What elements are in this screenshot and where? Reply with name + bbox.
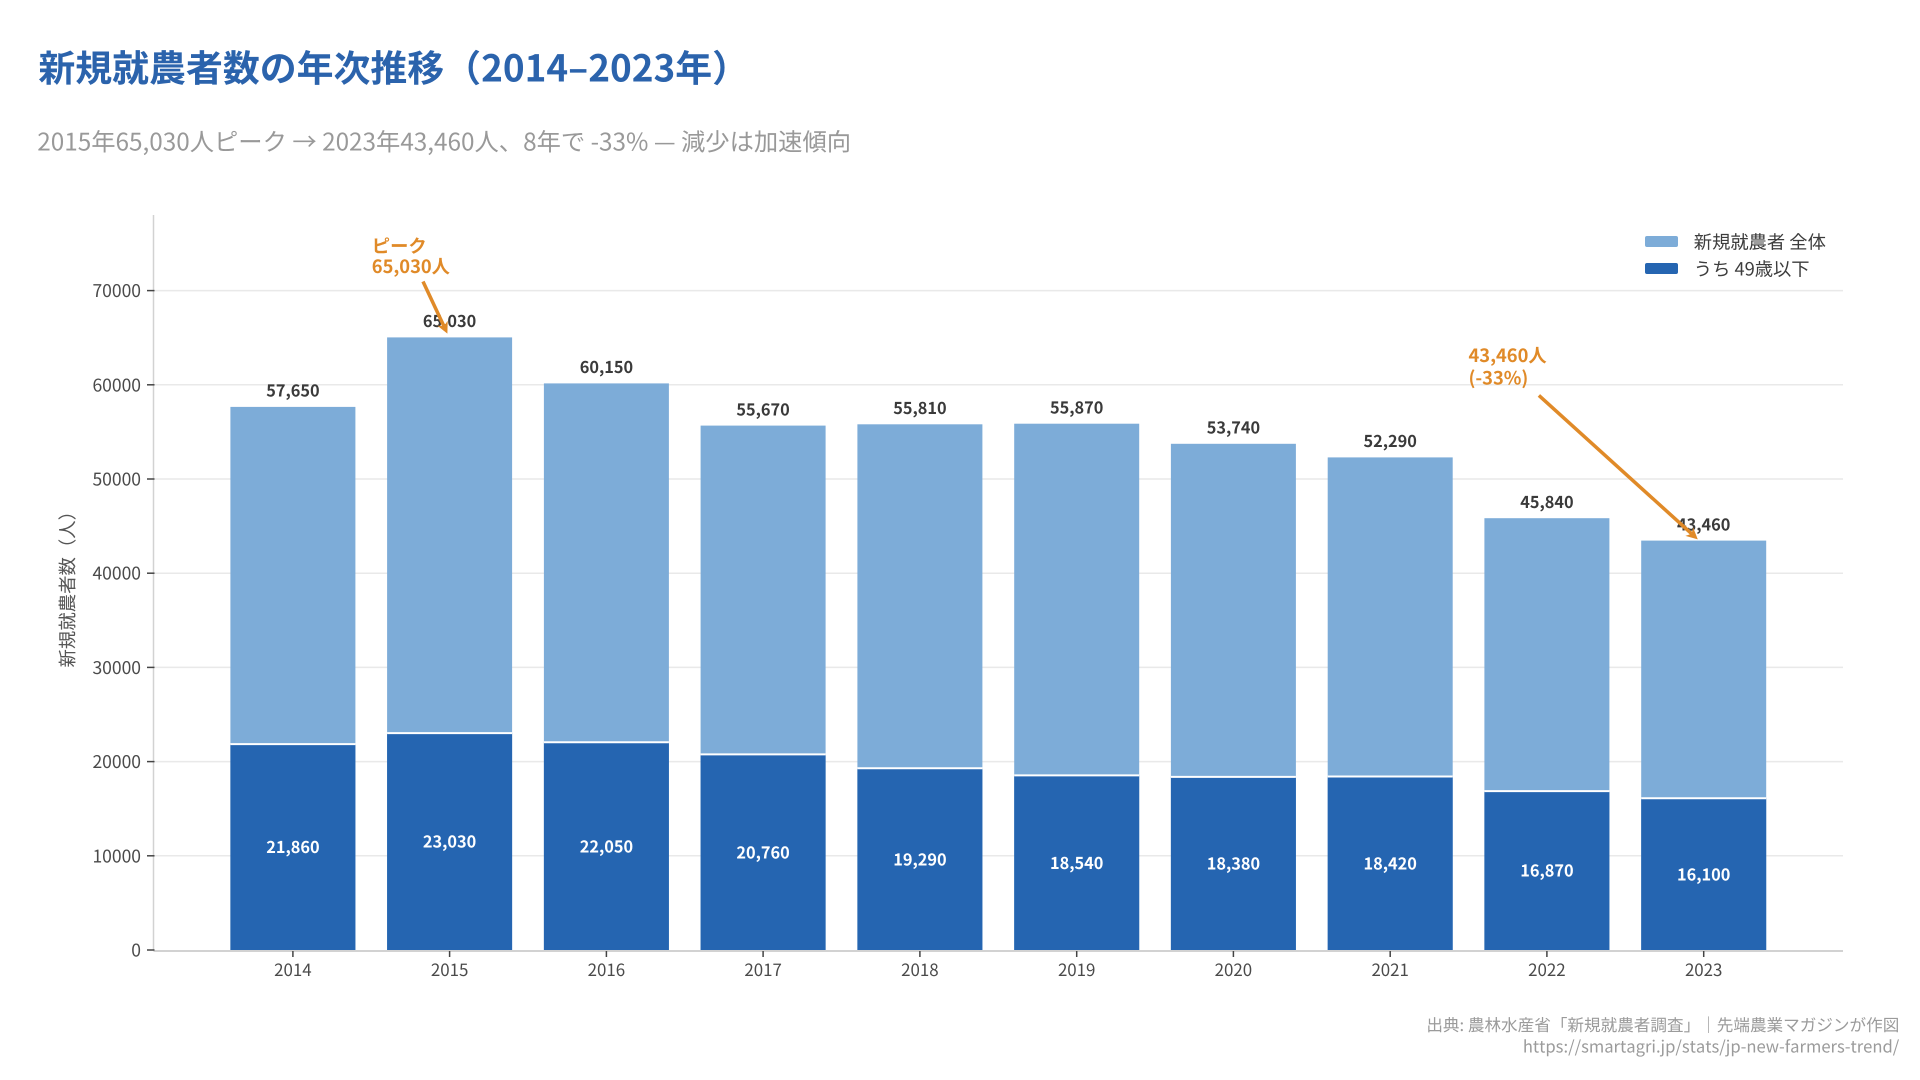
svg-text:2019: 2019 bbox=[1058, 956, 1096, 981]
svg-text:2016: 2016 bbox=[588, 956, 626, 981]
svg-text:52,290: 52,290 bbox=[1364, 428, 1417, 452]
svg-text:43,460人: 43,460人 bbox=[1469, 342, 1547, 368]
svg-text:2023: 2023 bbox=[1685, 956, 1723, 981]
svg-text:出典: 農林水産省「新規就農者調査」｜先端農業マガジンが作図: 出典: 農林水産省「新規就農者調査」｜先端農業マガジンが作図 bbox=[1426, 1012, 1899, 1036]
svg-text:2021: 2021 bbox=[1371, 956, 1409, 981]
svg-text:0: 0 bbox=[131, 938, 141, 963]
svg-text:30000: 30000 bbox=[92, 655, 141, 680]
svg-text:10000: 10000 bbox=[92, 843, 141, 868]
svg-text:2017: 2017 bbox=[744, 956, 782, 981]
svg-text:57,650: 57,650 bbox=[266, 378, 319, 402]
svg-text:53,740: 53,740 bbox=[1207, 415, 1260, 439]
svg-text:ピーク: ピーク bbox=[372, 233, 427, 259]
svg-text:43,460: 43,460 bbox=[1677, 511, 1730, 535]
svg-text:2014: 2014 bbox=[274, 956, 312, 981]
svg-text:55,870: 55,870 bbox=[1050, 395, 1103, 419]
svg-text:40000: 40000 bbox=[92, 561, 141, 586]
svg-text:60000: 60000 bbox=[92, 372, 141, 397]
svg-text:新規就農者 全体: 新規就農者 全体 bbox=[1694, 229, 1826, 255]
svg-text:2015: 2015 bbox=[431, 956, 469, 981]
svg-text:18,420: 18,420 bbox=[1364, 850, 1417, 874]
svg-text:50000: 50000 bbox=[92, 467, 141, 492]
svg-text:2020: 2020 bbox=[1215, 956, 1253, 981]
svg-text:16,870: 16,870 bbox=[1520, 858, 1573, 882]
svg-text:22,050: 22,050 bbox=[580, 833, 633, 857]
svg-text:65,030: 65,030 bbox=[423, 308, 476, 332]
svg-text:2022: 2022 bbox=[1528, 956, 1566, 981]
svg-text:19,290: 19,290 bbox=[893, 846, 946, 870]
svg-text:16,100: 16,100 bbox=[1677, 861, 1730, 885]
svg-text:60,150: 60,150 bbox=[580, 354, 633, 378]
svg-text:18,380: 18,380 bbox=[1207, 851, 1260, 875]
svg-text:新規就農者数の年次推移（2014–2023年）: 新規就農者数の年次推移（2014–2023年） bbox=[38, 38, 749, 92]
svg-text:https://smartagri.jp/stats/jp-: https://smartagri.jp/stats/jp-new-farmer… bbox=[1523, 1034, 1900, 1058]
svg-text:20000: 20000 bbox=[92, 749, 141, 774]
svg-text:2018: 2018 bbox=[901, 956, 939, 981]
svg-text:18,540: 18,540 bbox=[1050, 850, 1103, 874]
svg-text:(-33%): (-33%) bbox=[1469, 364, 1529, 390]
svg-text:65,030人: 65,030人 bbox=[372, 253, 450, 279]
svg-text:55,810: 55,810 bbox=[893, 395, 946, 419]
svg-text:45,840: 45,840 bbox=[1520, 489, 1573, 513]
svg-text:55,670: 55,670 bbox=[736, 396, 789, 420]
svg-text:うち 49歳以下: うち 49歳以下 bbox=[1694, 256, 1810, 282]
svg-text:20,760: 20,760 bbox=[736, 839, 789, 863]
svg-text:21,860: 21,860 bbox=[266, 834, 319, 858]
svg-text:70000: 70000 bbox=[92, 278, 141, 303]
svg-text:23,030: 23,030 bbox=[423, 829, 476, 853]
svg-text:2015年65,030人ピーク → 2023年43,460人: 2015年65,030人ピーク → 2023年43,460人、8年で -33% … bbox=[37, 123, 851, 158]
svg-text:新規就農者数（人）: 新規就農者数（人） bbox=[54, 502, 80, 668]
